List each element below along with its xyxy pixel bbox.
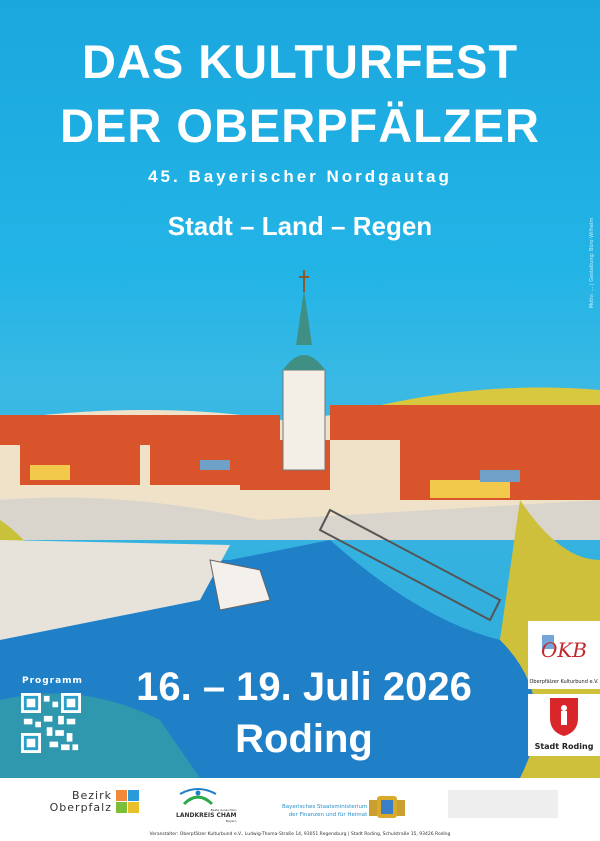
- cham-sub: Bayern: [225, 819, 237, 823]
- bavarian-coat-of-arms-icon: [369, 796, 405, 818]
- bezirk-emblem-icon: [116, 790, 139, 813]
- roding-logo-badge: Stadt Roding: [528, 694, 600, 756]
- event-dates: 16. – 19. Juli 2026: [136, 665, 472, 709]
- title-line-1: DAS KULTURFEST: [81, 35, 519, 88]
- motto: Stadt – Land – Regen: [167, 211, 433, 241]
- poster-artwork: [0, 0, 600, 778]
- town-illustration: [0, 270, 600, 778]
- subtitle: 45. Bayerischer Nordgautag: [148, 167, 452, 186]
- sponsor-placeholder: [448, 790, 558, 818]
- bezirk-oberpfalz-logo: Bezirk Oberpfalz: [40, 790, 112, 814]
- okb-logo-badge: OKB Oberpfälzer Kulturbund e.V.: [528, 621, 600, 689]
- okb-caption: Oberpfälzer Kulturbund e.V.: [529, 679, 599, 685]
- okb-letters: OKB: [541, 638, 587, 662]
- title-line-2: DER OBERPFÄLZER: [60, 99, 540, 152]
- footer: Bezirk Oberpfalz Beste Aussichten LANDKR…: [0, 778, 600, 841]
- landkreis-cham-logo: Beste Aussichten LANDKREIS CHAM Bayern: [176, 808, 237, 823]
- event-place: Roding: [235, 717, 373, 761]
- roding-coat-of-arms-icon: [550, 698, 578, 736]
- organizer-info: Veranstalter: Oberpfälzer Kulturbund e.V…: [149, 832, 451, 837]
- roding-caption: Stadt Roding: [534, 742, 594, 751]
- credit-text: Motiv: … | Gestaltung: Büro Wilhelm: [589, 217, 595, 309]
- ministry-line2: der Finanzen und für Heimat: [288, 812, 368, 818]
- ministry-logo: Bayerisches Staatsministerium der Finanz…: [282, 803, 367, 819]
- cham-name: LANDKREIS CHAM: [176, 812, 237, 819]
- qr-code-icon[interactable]: [21, 693, 81, 753]
- program-label: Programm: [22, 676, 83, 686]
- landkreis-cham-emblem-icon: [179, 788, 217, 806]
- cham-tag: Beste Aussichten: [210, 808, 237, 812]
- okb-logo-icon: OKB: [541, 635, 587, 662]
- bezirk-line1: Bezirk: [71, 789, 112, 802]
- bezirk-line2: Oberpfalz: [49, 801, 112, 814]
- ministry-line1: Bayerisches Staatsministerium: [282, 804, 368, 810]
